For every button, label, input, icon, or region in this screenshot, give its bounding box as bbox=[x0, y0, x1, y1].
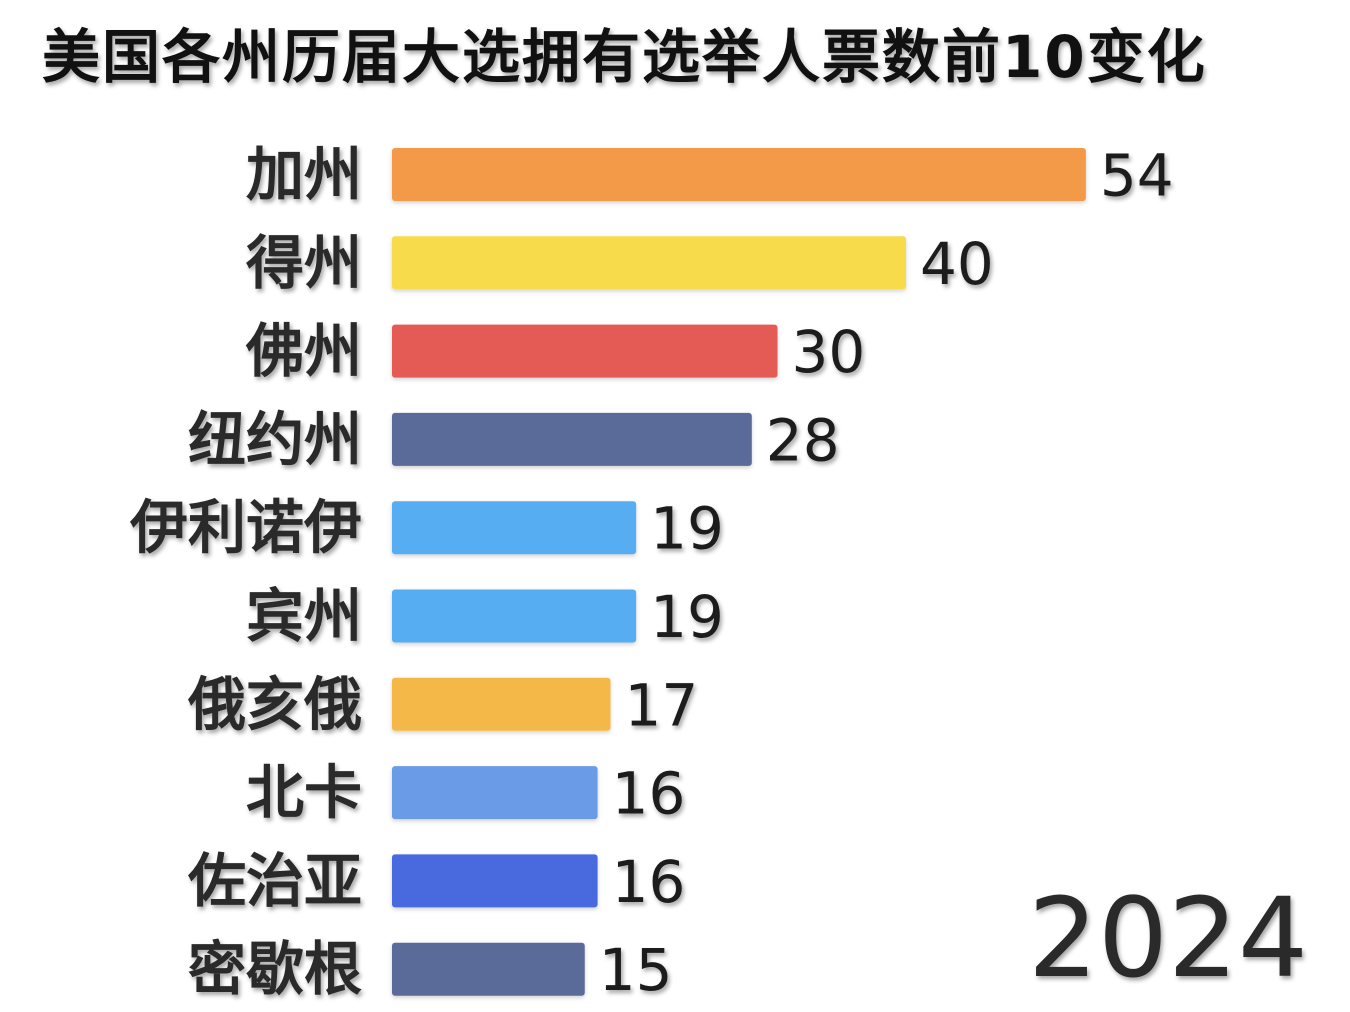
bar-7 bbox=[392, 766, 598, 820]
value-label-4: 19 bbox=[650, 495, 724, 563]
category-label-1: 得州 bbox=[246, 229, 362, 297]
year-label: 2024 bbox=[1028, 874, 1308, 1002]
value-label-9: 15 bbox=[599, 936, 673, 1004]
category-label-6: 俄亥俄 bbox=[187, 670, 362, 738]
value-label-3: 28 bbox=[766, 406, 840, 474]
value-label-2: 30 bbox=[792, 318, 866, 386]
chart-title: 美国各州历届大选拥有选举人票数前10变化 bbox=[42, 23, 1207, 91]
bar-8 bbox=[392, 854, 598, 908]
bar-1 bbox=[392, 236, 906, 290]
value-label-0: 54 bbox=[1100, 142, 1174, 210]
bars-group bbox=[392, 148, 1086, 996]
category-label-7: 北卡 bbox=[246, 759, 362, 827]
value-label-8: 16 bbox=[612, 848, 686, 916]
value-label-1: 40 bbox=[920, 230, 994, 298]
bar-9 bbox=[392, 942, 585, 996]
category-label-0: 加州 bbox=[246, 141, 362, 209]
category-label-3: 纽约州 bbox=[188, 405, 362, 473]
value-label-6: 17 bbox=[624, 671, 698, 739]
value-label-7: 16 bbox=[612, 760, 686, 828]
category-label-4: 伊利诺伊 bbox=[129, 494, 362, 562]
category-label-2: 佛州 bbox=[245, 317, 362, 385]
bar-2 bbox=[392, 324, 778, 378]
bar-6 bbox=[392, 677, 611, 731]
bar-3 bbox=[392, 412, 752, 466]
bar-0 bbox=[392, 148, 1086, 201]
category-label-8: 佐治亚 bbox=[187, 847, 362, 915]
bar-5 bbox=[392, 589, 637, 643]
category-label-5: 宾州 bbox=[246, 582, 362, 650]
value-label-5: 19 bbox=[650, 583, 724, 651]
category-label-9: 密歇根 bbox=[188, 935, 362, 1003]
value-labels-group: 54 40 30 28 19 19 17 16 16 15 bbox=[599, 142, 1174, 1005]
bar-4 bbox=[392, 501, 637, 555]
